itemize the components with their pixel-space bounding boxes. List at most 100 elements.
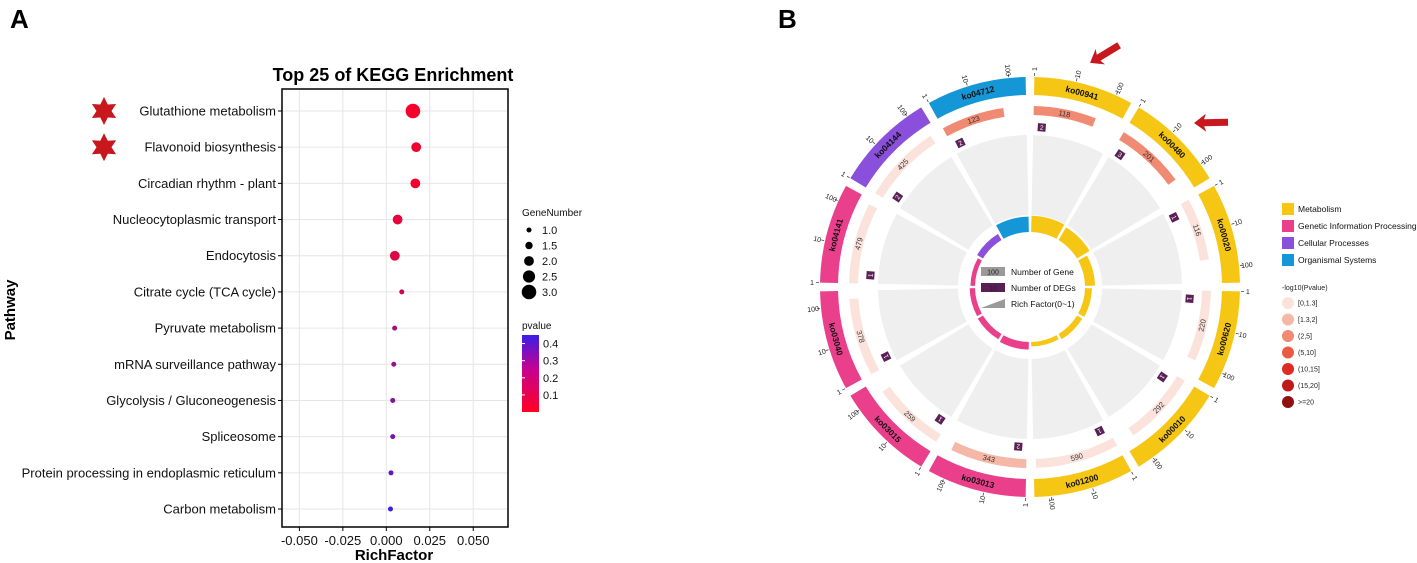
data-point bbox=[389, 250, 400, 261]
sector-category-band bbox=[1129, 107, 1210, 188]
data-point bbox=[392, 325, 398, 331]
deg-count-marker bbox=[1168, 212, 1180, 223]
sector-tick-label: 1 bbox=[1140, 97, 1148, 104]
deg-count-marker bbox=[1156, 371, 1168, 383]
pvalue-class-label: (15,20] bbox=[1298, 383, 1320, 390]
sector-tick bbox=[884, 441, 888, 445]
sector-tick-label: 1 bbox=[836, 389, 843, 397]
sector-category-band bbox=[1034, 455, 1132, 497]
sector-category-band bbox=[820, 291, 862, 389]
sector-tick bbox=[1214, 183, 1218, 186]
pvalue-legend-title: pvalue bbox=[522, 321, 552, 332]
pvalue-legend: pvalue 0.4 0.3 0.2 0.1 bbox=[522, 321, 558, 412]
sector-background bbox=[899, 156, 993, 250]
size-legend-dot bbox=[525, 241, 533, 250]
sector-tick bbox=[1210, 396, 1214, 399]
rich-factor-swatch bbox=[981, 299, 1005, 308]
gene-number-legend-title: GeneNumber bbox=[522, 208, 583, 219]
sector-background bbox=[1067, 324, 1161, 418]
colorbar-label: 0.3 bbox=[543, 356, 558, 368]
sector-tick-label: 100 bbox=[807, 306, 819, 314]
deg-count-marker bbox=[866, 270, 875, 280]
x-tick-label: -0.025 bbox=[324, 533, 361, 548]
deg-swatch bbox=[981, 283, 1005, 292]
pvalue-class-swatch bbox=[1282, 330, 1294, 342]
center-legend-label: Number of DEGs bbox=[1011, 283, 1076, 293]
sector-tick bbox=[1092, 488, 1094, 492]
size-legend-dot bbox=[524, 256, 534, 266]
pathway-label: Endocytosis bbox=[206, 248, 277, 263]
rich-factor-bar bbox=[970, 258, 982, 286]
sector-tick bbox=[982, 492, 984, 496]
sector-tick-label: 1 bbox=[1130, 475, 1138, 482]
sector-category-band bbox=[1034, 77, 1132, 119]
data-point bbox=[387, 506, 393, 512]
sector-tick bbox=[856, 410, 860, 413]
panel-letter-a: A bbox=[10, 4, 29, 34]
gene-count-arc bbox=[875, 135, 936, 198]
sector-category-band bbox=[850, 386, 931, 467]
sector-tick bbox=[846, 175, 850, 178]
deg-count-label: 2 bbox=[958, 140, 965, 148]
data-point bbox=[391, 361, 397, 367]
highlight-stars bbox=[91, 97, 117, 162]
size-legend-dot bbox=[522, 270, 536, 283]
sector-tick bbox=[1139, 103, 1142, 107]
plot-grid bbox=[282, 89, 508, 527]
gene-count-label: 378 bbox=[855, 329, 867, 344]
sector-tick-label: 100 bbox=[1241, 262, 1253, 270]
sector-tick-label: 10 bbox=[813, 236, 822, 245]
sector-category-band bbox=[820, 185, 862, 283]
gene-count-label: 479 bbox=[853, 237, 865, 251]
plot-frame bbox=[281, 88, 509, 528]
sector-category-band bbox=[1198, 185, 1240, 283]
rich-factor-bar bbox=[1031, 335, 1059, 347]
circos-rings: ko009411101001182ko004801101002013ko0002… bbox=[807, 42, 1253, 510]
pathway-label: Protein processing in endoplasmic reticu… bbox=[22, 465, 276, 480]
sector-tick-label: 100 bbox=[936, 479, 947, 493]
deg-count-label: 1 bbox=[1158, 373, 1166, 380]
sector-tick bbox=[918, 467, 921, 471]
highlight-star-icon bbox=[91, 97, 117, 125]
deg-count-marker bbox=[1114, 149, 1126, 161]
gene-count-arc bbox=[1033, 106, 1096, 127]
deg-count-marker bbox=[1094, 425, 1105, 437]
pvalue-class-label: [1.3,2] bbox=[1298, 317, 1318, 324]
sector-tick bbox=[825, 349, 829, 351]
rich-factor-bar bbox=[1058, 227, 1090, 259]
pathway-label: Circadian rhythm - plant bbox=[138, 176, 276, 191]
sector-tick-label: 10 bbox=[878, 443, 888, 454]
pathway-label: mRNA surveillance pathway bbox=[114, 357, 276, 372]
data-point bbox=[405, 103, 421, 119]
sector-background bbox=[878, 288, 967, 361]
pvalue-class-label: (5,10] bbox=[1298, 350, 1316, 357]
sector-tick bbox=[1116, 91, 1119, 95]
gene-count-arc bbox=[849, 298, 880, 375]
category-label: Genetic Information Processing bbox=[1298, 221, 1417, 231]
deg-count-marker bbox=[1185, 294, 1194, 304]
deg-count-label: 1 bbox=[1096, 426, 1103, 434]
size-legend-label: 1.0 bbox=[542, 225, 557, 237]
sector-tick bbox=[834, 198, 838, 201]
gene-count-arc bbox=[882, 386, 941, 442]
sector-category-band bbox=[1198, 291, 1240, 389]
gene-count-arc bbox=[951, 441, 1027, 468]
x-tick-label: 0.000 bbox=[370, 533, 403, 548]
deg-count-marker bbox=[934, 413, 946, 425]
pvalue-class-legend: -log10(Pvalue) [0,1.3] [1.3,2] (2,5] (5,10]… bbox=[1282, 285, 1328, 408]
sector-tick bbox=[904, 113, 907, 117]
pathway-label: Carbon metabolism bbox=[163, 502, 276, 517]
sector-tick-label: 1 bbox=[840, 171, 847, 179]
size-legend-label: 1.5 bbox=[542, 241, 557, 253]
gene-count-label: 343 bbox=[982, 453, 996, 465]
gene-count-label: 590 bbox=[1070, 451, 1084, 463]
circos-center bbox=[976, 233, 1084, 341]
sector-tick-label: 100 bbox=[1003, 64, 1011, 76]
sector-tick-label: 100 bbox=[1222, 372, 1236, 383]
sector-background bbox=[1031, 135, 1104, 224]
sector-background bbox=[956, 135, 1029, 224]
sector-tick bbox=[926, 99, 929, 103]
colorbar-label: 0.4 bbox=[543, 339, 558, 351]
category-legend: Metabolism Genetic Information Processing… bbox=[1282, 203, 1417, 266]
pvalue-class-swatch bbox=[1282, 363, 1294, 375]
